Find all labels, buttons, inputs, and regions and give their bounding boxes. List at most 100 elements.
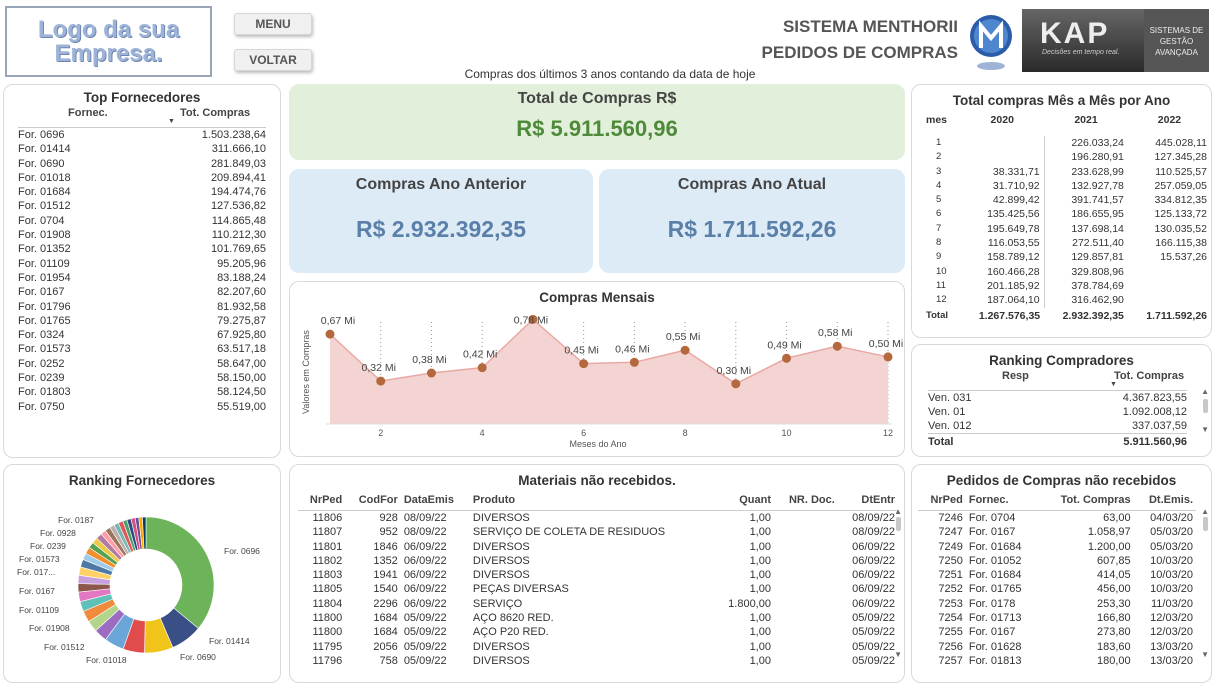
col-tot-compras[interactable]: Tot. Compras — [1114, 370, 1185, 382]
list-item[interactable]: Ven. 012 337.037,59 — [928, 419, 1187, 433]
data-point[interactable] — [528, 314, 538, 324]
sort-desc-icon[interactable]: ▼ — [168, 118, 175, 125]
list-item[interactable]: For. 01803 58.124,50 — [18, 385, 266, 399]
list-item[interactable]: For. 01908 110.212,30 — [18, 228, 266, 242]
list-item[interactable]: For. 0324 67.925,80 — [18, 328, 266, 342]
table-row[interactable]: 7252 For. 01765 456,00 10/03/20 — [918, 582, 1196, 596]
column-header[interactable]: Produto — [472, 494, 516, 506]
table-row[interactable]: 1 226.033,24 445.028,11 — [912, 136, 1211, 151]
table-row[interactable]: 11802 1352 06/09/22 DIVERSOS 1,00 06/09/22 — [298, 554, 898, 568]
column-header[interactable]: NrPed — [309, 494, 343, 506]
column-header[interactable]: NR. Doc. — [788, 494, 835, 506]
list-item[interactable]: For. 01109 95.205,96 — [18, 257, 266, 271]
table-row[interactable]: 11807 952 08/09/22 SERVIÇO DE COLETA DE RES… — [298, 525, 898, 539]
table-row[interactable]: 11803 1941 06/09/22 DIVERSOS 1,00 06/09/22 — [298, 568, 898, 582]
table-row[interactable]: 7250 For. 01052 607,85 10/03/20 — [918, 554, 1196, 568]
data-point[interactable] — [680, 345, 690, 355]
table-row[interactable]: 11801 1846 06/09/22 DIVERSOS 1,00 06/09/22 — [298, 540, 898, 554]
list-item[interactable]: For. 01954 83.188,24 — [18, 271, 266, 285]
donut-slice[interactable] — [145, 516, 215, 629]
table-row[interactable]: 11800 1684 05/09/22 AÇO 8620 RED. 1,00 05/09/… — [298, 611, 898, 625]
list-item[interactable]: For. 01018 209.894,41 — [18, 171, 266, 185]
data-point[interactable] — [782, 353, 792, 363]
data-point[interactable] — [325, 329, 335, 339]
column-header[interactable]: 2022 — [1157, 114, 1182, 126]
column-header[interactable]: Quant — [739, 494, 771, 506]
data-point[interactable] — [477, 363, 487, 373]
scroll-down-icon[interactable]: ▼ — [894, 650, 902, 659]
list-item[interactable]: For. 01414 311.666,10 — [18, 142, 266, 156]
column-header[interactable]: CodFor — [358, 494, 398, 506]
list-item[interactable]: For. 0750 55.519,00 — [18, 400, 266, 414]
list-item[interactable]: For. 01512 127.536,82 — [18, 199, 266, 213]
list-item[interactable]: For. 01573 63.517,18 — [18, 342, 266, 356]
column-header[interactable]: DataEmis — [403, 494, 454, 506]
table-row[interactable]: 11806 928 08/09/22 DIVERSOS 1,00 08/09/22 — [298, 510, 898, 526]
data-point[interactable] — [579, 359, 589, 369]
column-header[interactable]: Fornec. — [968, 494, 1009, 506]
scrollbar[interactable] — [1203, 517, 1208, 531]
table-row[interactable]: 5 42.899,42 391.741,57 334.812,35 — [912, 193, 1211, 208]
sort-desc-icon[interactable]: ▼ — [1110, 381, 1117, 388]
scroll-down-icon[interactable]: ▼ — [1201, 425, 1209, 434]
list-item[interactable]: Ven. 01 1.092.008,12 — [928, 405, 1187, 419]
scroll-up-icon[interactable]: ▲ — [1201, 507, 1209, 516]
menu-button[interactable]: MENU — [234, 13, 312, 35]
column-header[interactable]: Dt.Emis. — [1148, 494, 1193, 506]
table-row[interactable]: 7254 For. 01713 166,80 12/03/20 — [918, 611, 1196, 625]
table-row[interactable]: 8 116.053,55 272.511,40 166.115,38 — [912, 236, 1211, 251]
table-row[interactable]: 7256 For. 01628 183,60 13/03/20 — [918, 640, 1196, 654]
scroll-up-icon[interactable]: ▲ — [894, 507, 902, 516]
data-point[interactable] — [376, 376, 386, 386]
table-row[interactable]: 7249 For. 01684 1.200,00 05/03/20 — [918, 540, 1196, 554]
table-row[interactable]: 7257 For. 01813 180,00 13/03/20 — [918, 654, 1196, 668]
list-item[interactable]: For. 0252 58.647,00 — [18, 357, 266, 371]
data-point[interactable] — [629, 357, 639, 367]
column-header[interactable]: NrPed — [930, 494, 963, 506]
table-row[interactable]: 7251 For. 01684 414,05 10/03/20 — [918, 568, 1196, 582]
list-item[interactable]: For. 01352 101.769,65 — [18, 242, 266, 256]
column-header[interactable]: 2020 — [990, 114, 1014, 126]
list-item[interactable]: For. 0696 1.503.238,64 — [18, 127, 266, 142]
column-header[interactable]: Tot. Compras — [1060, 494, 1131, 506]
table-row[interactable]: 2 196.280,91 127.345,28 — [912, 150, 1211, 165]
col-fornec[interactable]: Fornec. — [68, 107, 108, 119]
table-row[interactable]: 11795 2056 05/09/22 DIVERSOS 1,00 05/09/22 — [298, 640, 898, 654]
table-row[interactable]: 3 38.331,71 233.628,99 110.525,57 — [912, 164, 1211, 179]
table-row[interactable]: 6 135.425,56 186.655,95 125.133,72 — [912, 207, 1211, 222]
list-item[interactable]: For. 0239 58.150,00 — [18, 371, 266, 385]
table-row[interactable]: 10 160.466,28 329.808,96 — [912, 264, 1211, 279]
list-item[interactable]: For. 0690 281.849,03 — [18, 157, 266, 171]
scrollbar[interactable] — [1203, 399, 1208, 413]
col-tot-compras[interactable]: Tot. Compras — [180, 107, 251, 119]
column-header[interactable]: 2021 — [1074, 114, 1098, 126]
table-row[interactable]: 11800 1684 05/09/22 AÇO P20 RED. 1,00 05/09/2… — [298, 625, 898, 639]
table-row[interactable]: 7247 For. 0167 1.058,97 05/03/20 — [918, 525, 1196, 539]
list-item[interactable]: For. 01684 194.474,76 — [18, 185, 266, 199]
table-row[interactable]: 7255 For. 0167 273,80 12/03/20 — [918, 625, 1196, 639]
table-row[interactable]: 11804 2296 06/09/22 SERVIÇO 1.800,00 06/09/22 — [298, 597, 898, 611]
back-button[interactable]: VOLTAR — [234, 49, 312, 71]
table-row[interactable]: 9 158.789,12 129.857,81 15.537,26 — [912, 250, 1211, 265]
table-row[interactable]: 11796 758 05/09/22 DIVERSOS 1,00 05/09/22 — [298, 654, 898, 668]
list-item[interactable]: For. 0167 82.207,60 — [18, 285, 266, 299]
list-item[interactable]: Ven. 031 4.367.823,55 — [928, 390, 1187, 405]
scroll-down-icon[interactable]: ▼ — [1201, 650, 1209, 659]
table-row[interactable]: 12 187.064,10 316.462,90 — [912, 293, 1211, 308]
list-item[interactable]: For. 01765 79.275,87 — [18, 314, 266, 328]
table-row[interactable]: 11 201.185,92 378.784,69 — [912, 278, 1211, 294]
donut-slice[interactable] — [142, 516, 147, 550]
table-row[interactable]: 7246 For. 0704 63,00 04/03/20 — [918, 510, 1196, 526]
table-row[interactable]: 4 31.710,92 132.927,78 257.059,05 — [912, 178, 1211, 194]
column-header[interactable]: DtEntr — [861, 494, 895, 506]
data-point[interactable] — [731, 379, 741, 389]
scrollbar[interactable] — [896, 517, 901, 531]
col-resp[interactable]: Resp — [1002, 370, 1029, 382]
data-point[interactable] — [832, 341, 842, 351]
data-point[interactable] — [883, 352, 893, 362]
scroll-up-icon[interactable]: ▲ — [1201, 387, 1209, 396]
list-item[interactable]: For. 0704 114.865,48 — [18, 214, 266, 228]
column-header[interactable]: mes — [926, 114, 948, 126]
table-row[interactable]: 7 195.649,78 137.698,14 130.035,52 — [912, 221, 1211, 237]
table-row[interactable]: 7253 For. 0178 253,30 11/03/20 — [918, 597, 1196, 611]
